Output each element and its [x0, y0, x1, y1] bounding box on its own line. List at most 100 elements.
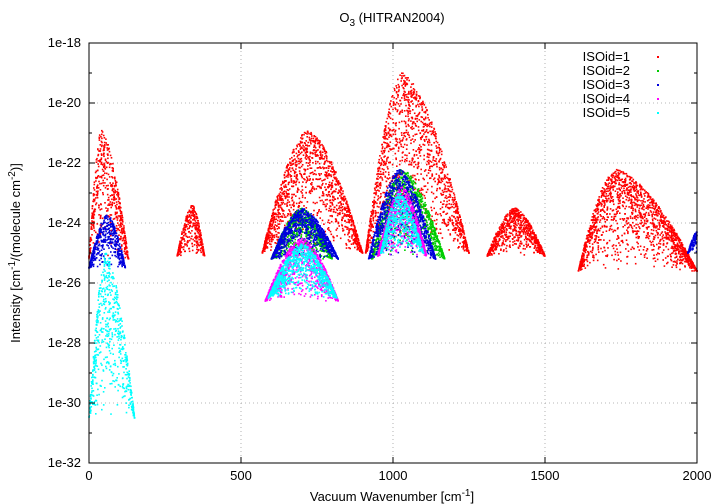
- data-point: [315, 173, 317, 176]
- data-point: [97, 169, 99, 172]
- data-point: [533, 231, 535, 234]
- data-point: [405, 129, 408, 132]
- data-point: [374, 214, 377, 216]
- data-point: [324, 152, 327, 155]
- data-point: [393, 96, 395, 99]
- data-point: [340, 196, 343, 198]
- data-point: [354, 242, 357, 245]
- data-point: [343, 213, 346, 215]
- data-point: [459, 233, 462, 235]
- data-point: [385, 180, 388, 183]
- data-point: [103, 144, 106, 146]
- data-point: [461, 241, 464, 243]
- data-point: [189, 216, 192, 218]
- data-point: [451, 214, 453, 217]
- data-point: [406, 77, 408, 79]
- data-point: [105, 166, 108, 169]
- data-point: [425, 129, 428, 131]
- data-point: [318, 146, 321, 149]
- data-point: [525, 220, 527, 223]
- data-point: [507, 235, 510, 238]
- data-point: [449, 178, 451, 181]
- data-point: [101, 131, 104, 133]
- data-point: [489, 248, 491, 250]
- data-point: [194, 220, 197, 222]
- data-point: [323, 167, 326, 169]
- data-point: [456, 234, 459, 236]
- data-point: [604, 267, 607, 269]
- data-point: [426, 125, 428, 128]
- data-point: [502, 224, 504, 227]
- data-point: [194, 235, 197, 238]
- data-point: [386, 160, 388, 162]
- data-point: [397, 150, 400, 152]
- data-point: [464, 238, 467, 241]
- data-point: [415, 93, 418, 96]
- data-point: [494, 249, 496, 251]
- data-point: [521, 213, 524, 216]
- data-point: [502, 225, 504, 227]
- data-point: [459, 229, 461, 231]
- data-point: [435, 158, 438, 160]
- data-point: [454, 217, 457, 220]
- data-point: [354, 228, 356, 230]
- data-point: [510, 221, 512, 223]
- series-1-band-3: [261, 130, 364, 254]
- data-point: [652, 219, 654, 222]
- data-point: [122, 232, 125, 234]
- data-point: [526, 245, 528, 247]
- data-point: [421, 129, 423, 132]
- data-point: [615, 179, 617, 181]
- data-point: [524, 221, 526, 223]
- data-point: [617, 191, 619, 193]
- data-point: [429, 169, 432, 172]
- data-point: [512, 241, 514, 243]
- data-point: [113, 202, 116, 204]
- data-point: [421, 108, 424, 110]
- data-point: [289, 167, 291, 169]
- data-point: [491, 246, 493, 248]
- data-point: [432, 159, 434, 161]
- data-point: [274, 224, 277, 226]
- data-point: [308, 145, 311, 147]
- data-point: [294, 171, 297, 173]
- data-point: [370, 241, 372, 244]
- data-point: [395, 91, 398, 94]
- data-point: [190, 212, 192, 214]
- data-point: [297, 143, 300, 146]
- data-point: [395, 137, 397, 140]
- data-point: [101, 168, 104, 171]
- data-point: [188, 214, 191, 216]
- data-point: [594, 217, 597, 219]
- data-point: [679, 268, 681, 271]
- data-point: [495, 247, 497, 249]
- data-point: [652, 201, 655, 203]
- data-point: [178, 253, 181, 255]
- data-point: [434, 180, 436, 183]
- data-point: [426, 156, 429, 158]
- data-point: [686, 260, 688, 262]
- data-point: [513, 215, 516, 217]
- data-point: [295, 180, 298, 183]
- data-point: [635, 198, 638, 201]
- data-point: [623, 190, 626, 192]
- data-point: [658, 207, 660, 209]
- data-point: [395, 98, 398, 100]
- data-point: [110, 184, 112, 187]
- data-point: [263, 246, 266, 248]
- data-point: [497, 243, 500, 246]
- data-point: [403, 134, 405, 137]
- data-point: [420, 192, 422, 194]
- data-point: [424, 197, 426, 199]
- data-point: [334, 173, 336, 175]
- data-point: [89, 240, 92, 243]
- data-point: [621, 185, 624, 187]
- data-point: [448, 203, 450, 205]
- data-point: [336, 227, 339, 230]
- data-point: [279, 188, 281, 190]
- data-point: [115, 227, 118, 230]
- data-point: [307, 131, 309, 134]
- data-point: [516, 224, 518, 227]
- data-point: [410, 95, 412, 97]
- data-point: [519, 217, 521, 219]
